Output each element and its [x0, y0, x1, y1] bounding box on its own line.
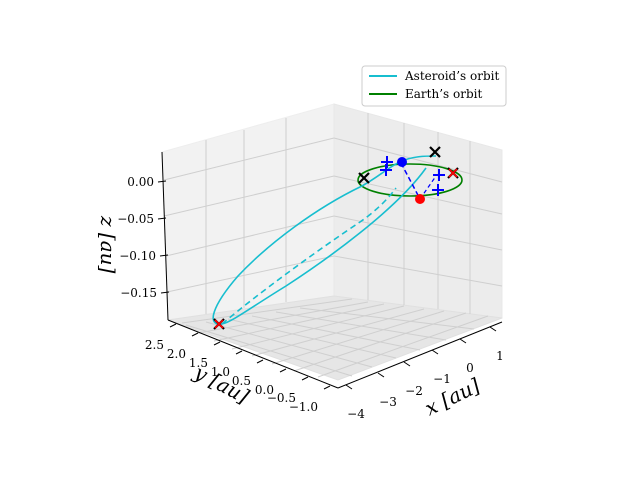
blue-dashed-link [400, 162, 421, 200]
x-tick-mark-5 [489, 326, 497, 332]
grid-floor-b-4 [251, 308, 425, 357]
marker-black-x-2 [429, 146, 441, 158]
x-tick-label-1: −3 [379, 395, 397, 409]
y-tick-label-2: 1.5 [189, 356, 208, 370]
y-tick-label-6: −0.5 [267, 391, 296, 405]
axes-panes [161, 103, 503, 381]
grid-z-left-0 [163, 137, 335, 181]
grid-z-left-1 [163, 175, 335, 217]
marker-blue-dot [397, 157, 407, 167]
z-ticks: 0.00 −0.05 −0.10 −0.15 [117, 175, 157, 300]
marker-blue-plus-3 [433, 169, 445, 181]
x-axis-label: x [au] [421, 373, 484, 420]
axis-lines [157, 151, 503, 390]
y-tick-label-4: 0.5 [232, 374, 251, 388]
x-tick-label-0: −4 [347, 407, 365, 421]
y-tick-label-3: 1.0 [211, 365, 230, 379]
marker-red-dot [415, 194, 425, 204]
grid-floor-a-5 [299, 307, 475, 330]
y-tick-label-1: 2.0 [167, 347, 186, 361]
y-axis-line [167, 319, 339, 389]
y-tick-mark-0 [169, 323, 177, 328]
z-tick-mark-3 [160, 291, 170, 294]
legend-box [361, 65, 507, 107]
asteroid-orbit-dashed [221, 187, 397, 325]
x-tick-mark-1 [377, 372, 385, 378]
y-tick-mark-7 [323, 385, 331, 390]
grid-lines [163, 113, 503, 378]
y-tick-mark-5 [279, 368, 287, 373]
z-tick-label-1: −0.05 [117, 212, 154, 226]
earth-orbit [357, 163, 463, 197]
y-tick-label-0: 2.5 [145, 338, 164, 352]
floor-pane [167, 295, 503, 381]
grid-z-left-3 [166, 255, 335, 293]
grid-z-left-2 [165, 215, 335, 257]
y-tick-label-7: −1.0 [289, 400, 318, 414]
grid-floor-b-2 [213, 303, 385, 342]
x-tick-mark-2 [403, 361, 411, 367]
z-tick-label-3: −0.15 [120, 286, 157, 300]
x-tick-label-2: −2 [405, 384, 423, 398]
grid-z-right-3 [333, 255, 503, 287]
y-ticks: 2.52.01.51.00.5 0.0−0.5−1.0 [145, 338, 318, 414]
z-tick-mark-1 [157, 217, 167, 220]
y-tick-label-5: 0.0 [255, 383, 274, 397]
grid-z-right-0 [333, 137, 503, 183]
y-tick-mark-1 [191, 332, 199, 337]
grid-floor-b-6 [293, 312, 467, 372]
grid-floor-b-0 [181, 298, 353, 324]
x-tick-mark-3 [431, 349, 439, 355]
x-tick-label-3: −1 [433, 372, 451, 386]
grid-floor-a-1 [205, 321, 373, 368]
legend: Asteroid’s orbit Earth’s orbit [361, 65, 507, 107]
y-tick-mark-6 [301, 376, 309, 381]
z-tick-label-0: 0.00 [127, 175, 154, 189]
x-axis-line [337, 321, 503, 389]
z-tick-mark-2 [159, 254, 169, 257]
grid-floor-a-0 [185, 324, 353, 377]
legend-label-earth: Earth’s orbit [405, 87, 482, 101]
marker-black-x-1 [358, 172, 370, 184]
marker-red-x-1 [448, 168, 458, 178]
x-tick-label-4: 0 [466, 361, 474, 375]
x-ticks: −4 −3 −2 −1 0 1 [347, 349, 504, 421]
blue-dashed-link-2 [419, 175, 437, 200]
back-pane-right [333, 103, 503, 319]
marker-blue-plus-2 [380, 164, 392, 176]
x-tick-label-5: 1 [496, 349, 504, 363]
y-tick-mark-3 [235, 350, 243, 355]
x-tick-mark-0 [345, 384, 353, 390]
y-tick-mark-4 [256, 359, 264, 364]
legend-label-asteroid: Asteroid’s orbit [404, 69, 499, 83]
y-tick-mark-2 [213, 341, 221, 346]
grid-floor-b-3 [231, 305, 405, 350]
grid-z-right-2 [333, 215, 503, 251]
grid-floor-a-2 [227, 318, 397, 359]
z-tick-label-2: −0.10 [119, 249, 156, 263]
marker-red-x-2 [214, 319, 224, 329]
x-tick-mark-4 [459, 338, 467, 344]
grid-floor-b-7 [317, 315, 489, 378]
marker-blue-plus-4 [432, 184, 444, 196]
asteroid-orbit-solid [212, 155, 437, 325]
grid-floor-b-1 [197, 301, 369, 334]
z-tick-mark-0 [157, 180, 167, 183]
z-axis-label: z [au] [96, 215, 120, 274]
grid-floor-b-5 [271, 310, 445, 365]
